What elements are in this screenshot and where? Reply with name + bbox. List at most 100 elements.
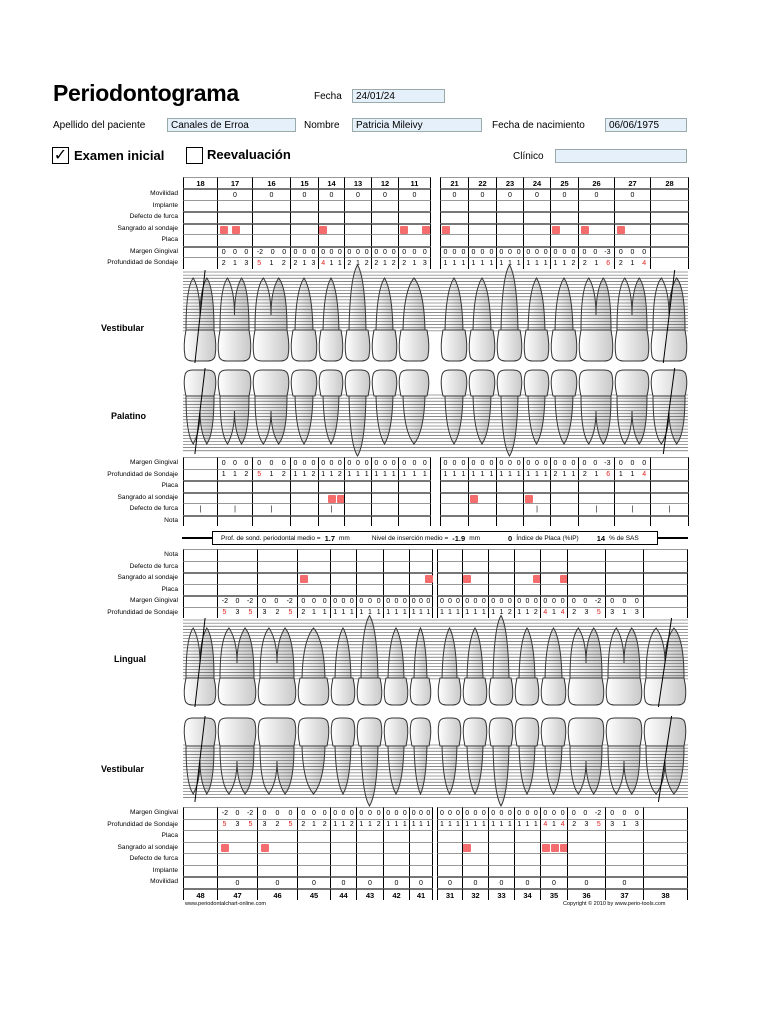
cell-margin-18[interactable] (183, 457, 217, 469)
cell-note-15[interactable] (290, 514, 318, 526)
cell-margin-28[interactable] (650, 245, 689, 257)
cell-depth-18[interactable] (183, 257, 217, 269)
surname-field[interactable]: Canales de Erroa (167, 118, 296, 132)
cell-mobility-18[interactable] (183, 188, 217, 200)
cell-furcation-13[interactable] (344, 211, 371, 223)
cell-note-11[interactable] (398, 514, 431, 526)
cell-note-37[interactable] (605, 549, 643, 561)
cell-margin-47[interactable]: -2 0 -2 (217, 595, 257, 607)
cell-note-18[interactable] (183, 514, 217, 526)
cell-note-22[interactable] (468, 514, 496, 526)
cell-depth-28[interactable] (650, 468, 689, 480)
cell-bleed-18[interactable] (183, 491, 217, 503)
cell-plaque-12[interactable] (371, 480, 398, 492)
cell-bleed-44[interactable] (330, 841, 356, 853)
cell-implant-28[interactable] (650, 199, 689, 211)
cell-note-41[interactable] (409, 549, 433, 561)
cell-note-48[interactable] (183, 549, 217, 561)
cell-furcation-34[interactable] (514, 853, 540, 865)
cell-furcation-46[interactable] (257, 560, 297, 572)
cell-note-45[interactable] (297, 549, 330, 561)
cell-bleed-26[interactable] (578, 491, 614, 503)
cell-note-46[interactable] (257, 549, 297, 561)
cell-furcation-26[interactable]: | (578, 503, 614, 515)
cell-bleed-15[interactable] (290, 491, 318, 503)
cell-mobility-16[interactable]: 0 (252, 188, 290, 200)
cell-note-24[interactable] (523, 514, 550, 526)
cell-margin-16[interactable]: -2 0 0 (252, 245, 290, 257)
cell-implant-46[interactable] (257, 864, 297, 876)
cell-note-34[interactable] (514, 549, 540, 561)
cell-mobility-43[interactable]: 0 (356, 876, 383, 888)
cell-furcation-27[interactable]: | (614, 503, 650, 515)
cell-mobility-27[interactable]: 0 (614, 188, 650, 200)
cell-implant-24[interactable] (523, 199, 550, 211)
cell-implant-21[interactable] (440, 199, 468, 211)
cell-implant-38[interactable] (643, 864, 688, 876)
cell-furcation-18[interactable]: | (183, 503, 217, 515)
cell-bleed-21[interactable] (440, 491, 468, 503)
cell-plaque-17[interactable] (217, 480, 252, 492)
cell-bleed-25[interactable] (550, 222, 578, 234)
cell-plaque-34[interactable] (514, 830, 540, 842)
cell-margin-46[interactable]: 0 0 -2 (257, 595, 297, 607)
cell-bleed-36[interactable] (567, 841, 605, 853)
cell-plaque-12[interactable] (371, 234, 398, 246)
cell-bleed-46[interactable] (257, 572, 297, 584)
clinician-field[interactable] (555, 149, 687, 163)
cell-bleed-23[interactable] (496, 222, 523, 234)
cell-implant-17[interactable] (217, 199, 252, 211)
cell-implant-45[interactable] (297, 864, 330, 876)
cell-margin-47[interactable]: -2 0 -2 (217, 807, 257, 819)
cell-bleed-14[interactable] (318, 491, 345, 503)
cell-implant-32[interactable] (462, 864, 488, 876)
cell-mobility-32[interactable]: 0 (462, 876, 488, 888)
cell-note-26[interactable] (578, 514, 614, 526)
cell-depth-48[interactable] (183, 606, 217, 618)
cell-plaque-44[interactable] (330, 583, 356, 595)
cell-margin-26[interactable]: 0 0 -3 (578, 245, 614, 257)
cell-furcation-35[interactable] (540, 853, 567, 865)
cell-furcation-26[interactable] (578, 211, 614, 223)
cell-note-17[interactable] (217, 514, 252, 526)
cell-mobility-42[interactable]: 0 (383, 876, 409, 888)
cell-furcation-22[interactable] (468, 503, 496, 515)
cell-plaque-35[interactable] (540, 830, 567, 842)
cell-bleed-11[interactable] (398, 491, 431, 503)
cell-note-42[interactable] (383, 549, 409, 561)
cell-bleed-11[interactable] (398, 222, 431, 234)
cell-plaque-44[interactable] (330, 830, 356, 842)
cell-furcation-45[interactable] (297, 853, 330, 865)
